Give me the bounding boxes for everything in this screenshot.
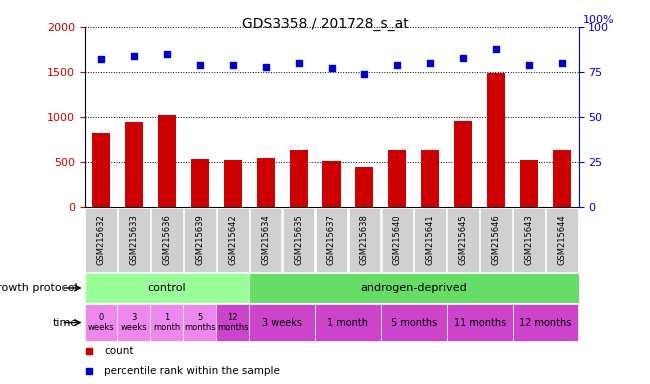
Bar <box>447 304 513 341</box>
Text: GDS3358 / 201728_s_at: GDS3358 / 201728_s_at <box>242 17 408 31</box>
Bar <box>84 304 118 341</box>
Text: GSM215639: GSM215639 <box>195 215 204 265</box>
Bar <box>257 158 275 207</box>
Bar <box>356 167 374 207</box>
Point <box>557 60 567 66</box>
Text: GSM215632: GSM215632 <box>96 215 105 265</box>
Bar <box>421 150 439 207</box>
Text: control: control <box>148 283 186 293</box>
Text: 12
months: 12 months <box>217 313 248 332</box>
Bar <box>216 304 249 341</box>
Bar <box>84 273 249 303</box>
Bar <box>315 304 381 341</box>
Text: count: count <box>104 346 134 356</box>
Point <box>458 55 469 61</box>
Text: GSM215634: GSM215634 <box>261 215 270 265</box>
Point <box>326 65 337 71</box>
Text: 3 weeks: 3 weeks <box>262 318 302 328</box>
Bar <box>454 121 473 207</box>
Bar <box>150 304 183 341</box>
Text: growth protocol: growth protocol <box>0 283 78 293</box>
Bar <box>249 273 578 303</box>
Bar <box>487 73 505 207</box>
Point <box>96 56 106 63</box>
Bar <box>190 159 209 207</box>
Text: time: time <box>53 318 78 328</box>
Point <box>162 51 172 57</box>
Bar <box>183 304 216 341</box>
Point <box>227 62 238 68</box>
Text: GSM215638: GSM215638 <box>360 215 369 265</box>
Text: 11 months: 11 months <box>454 318 506 328</box>
Bar <box>125 122 143 207</box>
Bar <box>513 304 578 341</box>
Text: GSM215644: GSM215644 <box>558 215 567 265</box>
Point <box>84 348 95 354</box>
Text: 1
month: 1 month <box>153 313 181 332</box>
Bar <box>289 150 307 207</box>
Text: 5 months: 5 months <box>391 318 437 328</box>
Text: percentile rank within the sample: percentile rank within the sample <box>104 366 280 376</box>
Bar <box>224 159 242 207</box>
Point <box>491 45 501 51</box>
Text: 3
weeks: 3 weeks <box>121 313 147 332</box>
Point <box>359 71 370 77</box>
Text: GSM215642: GSM215642 <box>228 215 237 265</box>
Text: 1 month: 1 month <box>328 318 369 328</box>
Text: GSM215640: GSM215640 <box>393 215 402 265</box>
Text: GSM215645: GSM215645 <box>459 215 468 265</box>
Text: 5
months: 5 months <box>184 313 216 332</box>
Text: GSM215635: GSM215635 <box>294 215 303 265</box>
Point <box>392 62 402 68</box>
Text: GSM215636: GSM215636 <box>162 215 172 265</box>
Point <box>261 63 271 70</box>
Text: GSM215633: GSM215633 <box>129 215 138 265</box>
Point <box>194 62 205 68</box>
Text: 0
weeks: 0 weeks <box>88 313 114 332</box>
Text: 12 months: 12 months <box>519 318 572 328</box>
Bar <box>158 115 176 207</box>
Bar <box>381 304 447 341</box>
Bar <box>553 150 571 207</box>
Text: GSM215637: GSM215637 <box>327 215 336 265</box>
Text: androgen-deprived: androgen-deprived <box>361 283 467 293</box>
Bar <box>520 161 538 207</box>
Text: GSM215646: GSM215646 <box>491 215 500 265</box>
Bar <box>322 161 341 207</box>
Bar <box>388 150 406 207</box>
Point <box>129 53 139 59</box>
Point <box>425 60 436 66</box>
Bar <box>249 304 315 341</box>
Text: GSM215641: GSM215641 <box>426 215 435 265</box>
Point <box>524 62 534 68</box>
Text: GSM215643: GSM215643 <box>525 215 534 265</box>
Bar <box>118 304 150 341</box>
Point <box>293 60 304 66</box>
Bar <box>92 133 110 207</box>
Point <box>84 367 95 374</box>
Text: 100%: 100% <box>582 15 614 25</box>
